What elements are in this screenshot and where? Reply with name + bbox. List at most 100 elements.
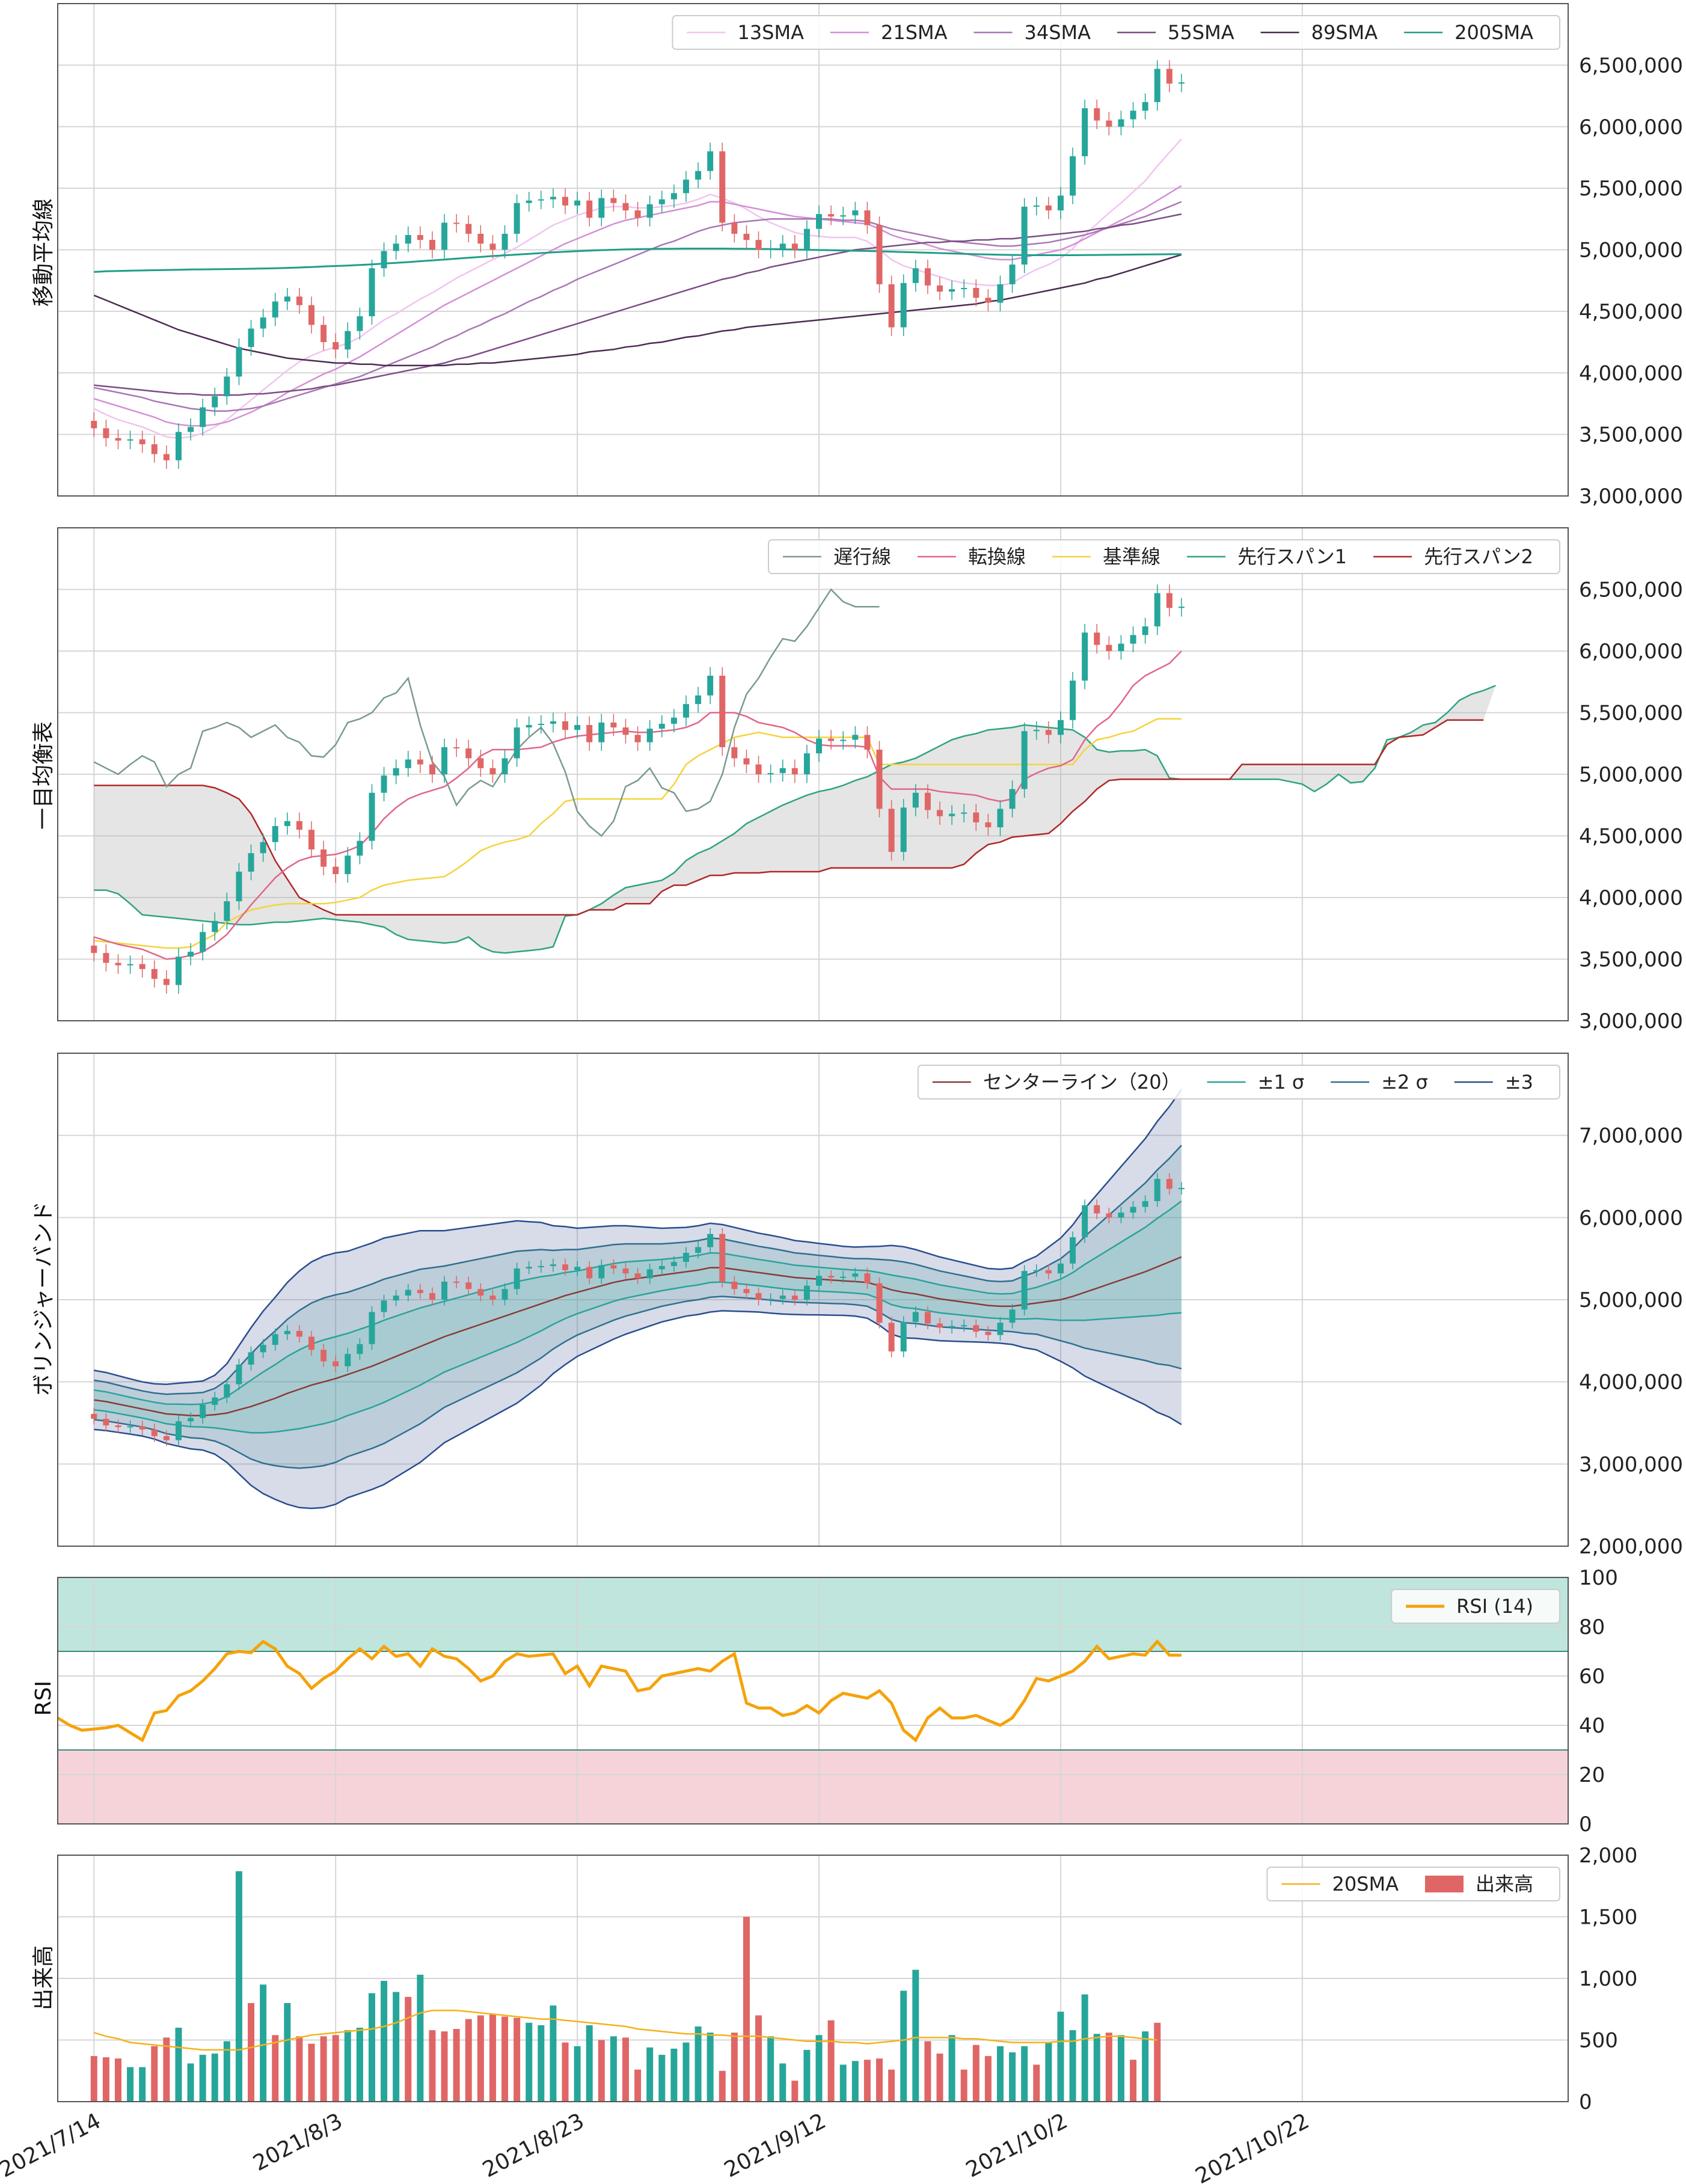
candle bbox=[791, 1289, 798, 1306]
candle bbox=[1070, 671, 1076, 729]
legend-label: 先行スパン1 bbox=[1237, 545, 1347, 568]
candle-body bbox=[357, 1344, 363, 1354]
candle-body bbox=[658, 723, 665, 729]
volume-bar bbox=[888, 2069, 895, 2102]
y-tick-label: 4,500,000 bbox=[1579, 825, 1683, 849]
y-tick-label: 6,000,000 bbox=[1579, 115, 1683, 139]
candle-body bbox=[622, 727, 629, 735]
candle-body bbox=[731, 222, 738, 234]
candle bbox=[151, 960, 158, 988]
candle bbox=[743, 750, 750, 773]
candle bbox=[816, 1270, 823, 1292]
candle-body bbox=[1106, 120, 1112, 127]
candle-body bbox=[513, 727, 520, 759]
candle bbox=[248, 844, 254, 881]
volume-bar bbox=[707, 2033, 714, 2102]
candle bbox=[586, 192, 593, 227]
y-tick-label: 4,000,000 bbox=[1579, 1371, 1683, 1395]
candle-body bbox=[1118, 119, 1124, 127]
candle-body bbox=[743, 758, 750, 765]
candle-body bbox=[707, 676, 714, 696]
candle-body bbox=[501, 1289, 508, 1300]
candle bbox=[369, 1306, 375, 1350]
candle bbox=[803, 220, 810, 258]
legend-item: 出来高 bbox=[1424, 1873, 1533, 1895]
y-tick-label: 5,000,000 bbox=[1579, 1288, 1683, 1312]
y-tick-label: 6,000,000 bbox=[1579, 1206, 1683, 1230]
candle bbox=[333, 858, 339, 883]
chikou-line bbox=[93, 588, 880, 837]
candle-body bbox=[284, 821, 290, 827]
candle-body bbox=[550, 197, 556, 200]
candle-body bbox=[1178, 607, 1185, 608]
candle-body bbox=[937, 1323, 943, 1328]
candle-body bbox=[320, 325, 327, 343]
candle bbox=[477, 225, 484, 252]
candle bbox=[163, 1430, 170, 1446]
candle bbox=[852, 1267, 859, 1283]
volume-bar bbox=[827, 2020, 835, 2102]
candle-body bbox=[489, 243, 496, 250]
candle-body bbox=[489, 768, 496, 774]
x-tick-label: 2021/9/12 bbox=[720, 2109, 830, 2183]
candle-body bbox=[949, 1326, 955, 1328]
candle-body bbox=[803, 1285, 810, 1300]
candle-body bbox=[441, 747, 448, 774]
candle bbox=[1142, 617, 1148, 644]
volume-bar bbox=[223, 2041, 230, 2102]
candle-body bbox=[779, 243, 786, 249]
y-tick-label: 3,000,000 bbox=[1579, 1452, 1683, 1476]
volume-bar bbox=[1069, 2030, 1076, 2102]
candle bbox=[1142, 93, 1148, 120]
candle bbox=[175, 423, 182, 469]
bollinger-panel: 2,000,000 3,000,000 4,000,000 5,000,000 6,00… bbox=[57, 1053, 1683, 1559]
candle bbox=[791, 234, 798, 258]
candle bbox=[1033, 197, 1040, 216]
legend-label: RSI (14) bbox=[1456, 1595, 1533, 1618]
volume-bar bbox=[151, 2046, 158, 2102]
candle bbox=[803, 744, 810, 783]
candle-body bbox=[369, 792, 375, 841]
volume-bar bbox=[1021, 2046, 1028, 2102]
candle bbox=[453, 214, 460, 233]
candle-body bbox=[139, 964, 146, 969]
candle-body bbox=[1033, 730, 1040, 732]
candle bbox=[1033, 721, 1040, 740]
candle bbox=[852, 726, 859, 748]
volume-bar bbox=[622, 2037, 630, 2102]
candle-body bbox=[574, 1267, 581, 1270]
volume-bar bbox=[332, 2035, 339, 2102]
candle bbox=[912, 784, 919, 816]
candle bbox=[405, 1284, 411, 1302]
candle bbox=[912, 259, 919, 292]
legend-box bbox=[768, 539, 1560, 574]
candle-body bbox=[127, 1426, 133, 1428]
candle bbox=[743, 225, 750, 249]
candle-body bbox=[670, 717, 677, 724]
candle-body bbox=[345, 1354, 351, 1366]
candle bbox=[574, 192, 581, 215]
candle-body bbox=[755, 764, 762, 774]
volume-bar bbox=[284, 2003, 291, 2102]
candle bbox=[937, 1318, 943, 1334]
candle-body bbox=[393, 1295, 399, 1301]
candle-body bbox=[151, 444, 158, 454]
candle-body bbox=[924, 268, 931, 286]
volume-bar bbox=[139, 2067, 146, 2102]
volume-bar bbox=[839, 2064, 847, 2102]
x-tick-label: 2021/10/2 bbox=[962, 2109, 1071, 2183]
candle-body bbox=[441, 222, 448, 250]
candle-body bbox=[852, 735, 859, 740]
candle bbox=[501, 750, 508, 783]
legend-item: ±1 σ bbox=[1207, 1071, 1304, 1094]
candle bbox=[924, 1306, 931, 1330]
candle bbox=[1142, 1195, 1148, 1213]
candle bbox=[526, 1261, 532, 1274]
sma-line-89sma bbox=[93, 254, 1182, 367]
volume-bar bbox=[175, 2028, 182, 2102]
candle-body bbox=[115, 962, 121, 965]
candle-body bbox=[1033, 1270, 1040, 1271]
candle bbox=[175, 1415, 182, 1446]
y-tick-label: 4,500,000 bbox=[1579, 300, 1683, 324]
candle bbox=[429, 1287, 435, 1306]
